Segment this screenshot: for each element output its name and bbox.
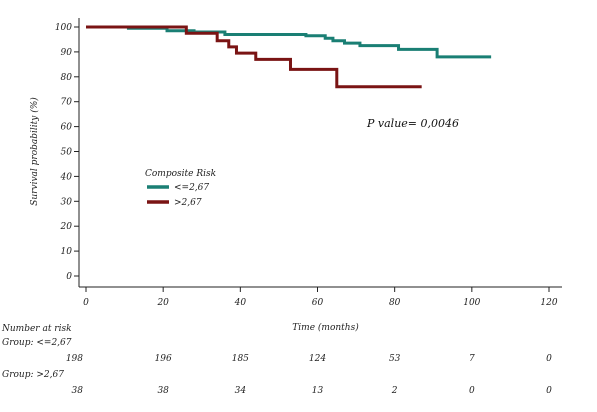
risk-count: 38: [72, 386, 84, 396]
x-tick-label: 120: [540, 298, 557, 308]
risk-group-label: Group: <=2,67: [2, 338, 72, 348]
y-tick-label: 20: [60, 222, 73, 232]
legend-label: >2,67: [174, 198, 202, 208]
survival-curve-high-risk: [86, 25, 422, 89]
risk-count: 185: [232, 354, 249, 364]
legend: Composite Risk <=2,67 >2,67: [145, 169, 216, 208]
risk-count: 198: [66, 354, 83, 364]
risk-count: 34: [235, 386, 247, 396]
risk-count: 0: [546, 354, 552, 364]
risk-count: 7: [469, 354, 475, 364]
risk-count: 38: [157, 386, 169, 396]
legend-label: <=2,67: [174, 183, 209, 193]
risk-table: Number at risk Group: <=2,67 198 196 185 124 5…: [1, 324, 552, 396]
y-tick-label: 40: [60, 172, 73, 182]
y-tick-label: 0: [66, 272, 72, 282]
y-axis-title: Survival probability (%): [29, 97, 40, 206]
x-tick-label: 20: [156, 298, 169, 308]
y-tick-label: 50: [61, 148, 73, 158]
x-tick-label: 80: [389, 298, 401, 308]
y-tick-label: 60: [61, 123, 73, 133]
y-tick-label: 10: [61, 247, 73, 257]
y-tick-label: 30: [61, 197, 73, 207]
x-axis-title: Time (months): [292, 322, 359, 333]
y-tick-label: 100: [55, 23, 72, 33]
y-tick-label: 70: [61, 98, 73, 108]
risk-count: 13: [312, 386, 324, 396]
y-tick-label: 80: [61, 73, 73, 83]
risk-count: 196: [155, 354, 172, 364]
risk-count: 0: [546, 386, 552, 396]
annotations: P value= 0,0046: [366, 117, 459, 130]
survival-curve-low-risk: [86, 25, 492, 59]
x-tick-label: 60: [312, 298, 324, 308]
x-tick-label: 40: [234, 298, 247, 308]
risk-count: 0: [469, 386, 475, 396]
survival-curves: [86, 25, 492, 89]
risk-count: 124: [309, 354, 326, 364]
risk-group-label: Group: >2,67: [2, 370, 64, 380]
p-value-annotation: P value= 0,0046: [366, 117, 459, 130]
risk-count: 53: [389, 354, 401, 364]
risk-count: 2: [391, 386, 398, 396]
risk-table-title: Number at risk: [1, 324, 72, 334]
x-tick-label: 0: [83, 298, 89, 308]
axes-group: 0 10 20 30 40 50 60 70 80 90 100 0 20 40 60 80 100 120 Tim…: [29, 18, 562, 333]
y-tick-label: 90: [61, 48, 73, 58]
legend-title: Composite Risk: [145, 169, 216, 179]
x-tick-label: 100: [463, 298, 480, 308]
